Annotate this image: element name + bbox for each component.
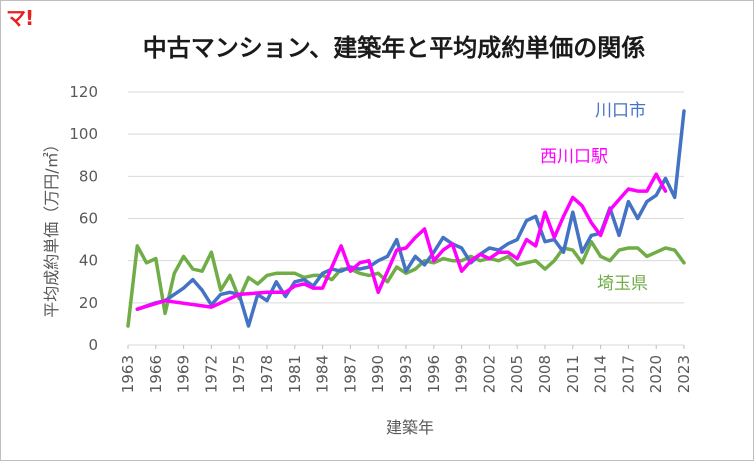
x-tick-label: 2008 xyxy=(536,355,554,393)
x-tick-label: 2023 xyxy=(675,355,693,393)
x-axis-label: 建築年 xyxy=(386,418,434,437)
series-label-saitama-pref: 埼玉県 xyxy=(597,274,648,294)
x-axis-ticks: 1963 1966 1969 1972 1975 1978 1981 1984 1987 1990… xyxy=(119,345,693,393)
series-line-1 xyxy=(135,172,668,311)
x-tick-label: 1996 xyxy=(425,355,443,393)
x-tick-label: 1963 xyxy=(119,355,137,393)
x-tick-label: 2002 xyxy=(480,355,498,393)
series-line-2 xyxy=(126,239,686,328)
x-tick-label: 1993 xyxy=(397,355,415,393)
y-tick-label: 100 xyxy=(69,125,98,143)
y-axis-label: 平均成約単価（万円/㎡） xyxy=(42,136,61,317)
series-label-kawaguchi-city: 川口市 xyxy=(595,101,646,121)
x-tick-label: 1978 xyxy=(258,355,276,393)
x-tick-label: 1969 xyxy=(175,355,193,393)
y-tick-label: 0 xyxy=(88,336,98,354)
y-tick-label: 120 xyxy=(69,83,98,101)
x-tick-label: 2020 xyxy=(647,355,665,393)
x-tick-label: 2005 xyxy=(508,355,526,393)
y-tick-label: 80 xyxy=(79,167,98,185)
x-tick-label: 1984 xyxy=(314,355,332,393)
x-tick-label: 1966 xyxy=(147,355,165,393)
x-tick-label: 2014 xyxy=(592,355,610,393)
x-tick-label: 1972 xyxy=(202,355,220,393)
x-tick-label: 2017 xyxy=(619,355,637,393)
x-tick-label: 1987 xyxy=(341,355,359,393)
site-logo: マ! xyxy=(6,6,34,30)
y-tick-label: 60 xyxy=(79,210,98,228)
y-tick-label: 20 xyxy=(79,294,98,312)
x-tick-label: 1975 xyxy=(230,355,248,393)
series-label-nishikawaguchi-station: 西川口駅 xyxy=(540,147,608,167)
x-tick-label: 1990 xyxy=(369,355,387,393)
x-tick-label: 1999 xyxy=(453,355,471,393)
x-tick-label: 2011 xyxy=(564,355,582,393)
series-line-0 xyxy=(135,109,686,328)
y-axis-ticks: 0 20 40 60 80 100 120 xyxy=(69,83,98,354)
series-lines xyxy=(126,109,686,328)
chart-title: 中古マンション、建築年と平均成約単価の関係 xyxy=(143,34,646,62)
x-tick-label: 1981 xyxy=(286,355,304,393)
y-tick-label: 40 xyxy=(79,252,98,270)
